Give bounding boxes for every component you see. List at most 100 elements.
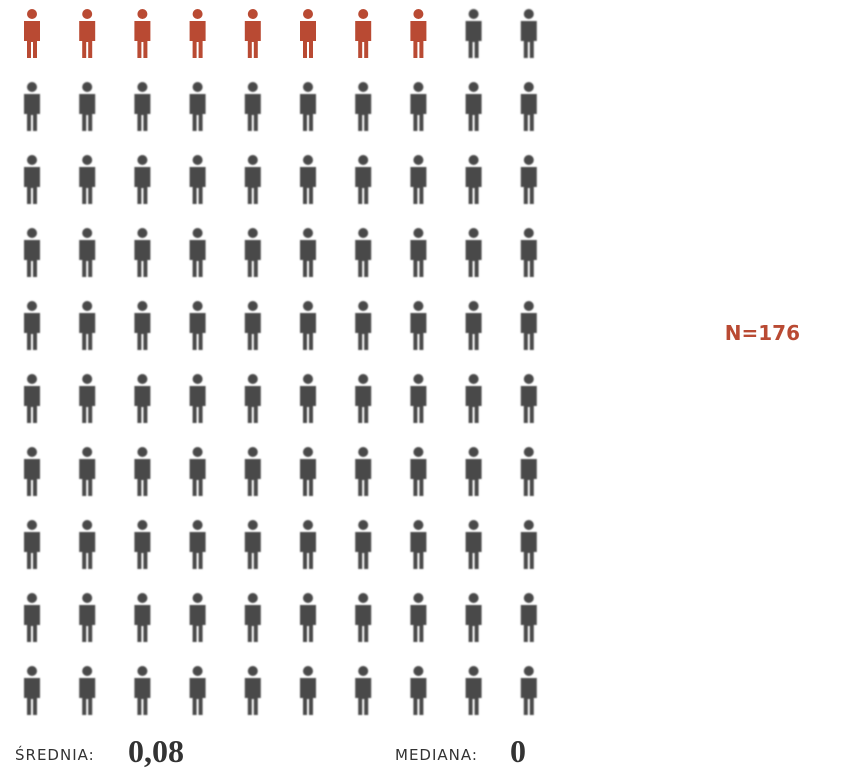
person bbox=[465, 593, 482, 642]
person bbox=[244, 374, 261, 423]
person bbox=[520, 228, 537, 277]
person bbox=[520, 447, 537, 496]
person bbox=[355, 82, 372, 131]
person bbox=[410, 593, 427, 642]
highlighted-person bbox=[355, 9, 372, 58]
person bbox=[244, 520, 261, 569]
person bbox=[24, 666, 40, 715]
person bbox=[24, 520, 40, 569]
person bbox=[134, 155, 151, 204]
person bbox=[520, 374, 537, 423]
person bbox=[300, 82, 316, 131]
person bbox=[410, 666, 427, 715]
person bbox=[134, 82, 151, 131]
person bbox=[410, 228, 427, 277]
person bbox=[355, 593, 372, 642]
person bbox=[520, 593, 537, 642]
person bbox=[520, 301, 537, 350]
person bbox=[79, 301, 96, 350]
person bbox=[355, 228, 372, 277]
person bbox=[189, 593, 206, 642]
highlighted-person bbox=[300, 9, 316, 58]
person bbox=[520, 82, 537, 131]
person bbox=[244, 155, 261, 204]
person bbox=[24, 301, 40, 350]
person bbox=[79, 155, 96, 204]
person bbox=[79, 593, 96, 642]
person bbox=[244, 82, 261, 131]
person bbox=[300, 447, 316, 496]
person bbox=[465, 374, 482, 423]
person bbox=[355, 520, 372, 569]
person bbox=[79, 447, 96, 496]
highlighted-person bbox=[189, 9, 206, 58]
person bbox=[24, 228, 40, 277]
sample-size: N=176 bbox=[725, 321, 800, 345]
person bbox=[355, 301, 372, 350]
person bbox=[244, 593, 261, 642]
pictogram bbox=[24, 9, 537, 715]
person bbox=[189, 374, 206, 423]
person bbox=[134, 520, 151, 569]
person bbox=[189, 447, 206, 496]
person bbox=[465, 520, 482, 569]
person bbox=[300, 374, 316, 423]
highlighted-person bbox=[79, 9, 96, 58]
stat-value: 0 bbox=[510, 733, 526, 769]
person bbox=[134, 301, 151, 350]
person bbox=[79, 82, 96, 131]
person bbox=[465, 301, 482, 350]
person bbox=[24, 593, 40, 642]
person bbox=[244, 447, 261, 496]
person bbox=[244, 666, 261, 715]
person bbox=[355, 374, 372, 423]
person bbox=[465, 82, 482, 131]
person bbox=[410, 447, 427, 496]
person bbox=[410, 301, 427, 350]
person bbox=[465, 228, 482, 277]
stat-value: 0,08 bbox=[128, 733, 184, 769]
stat-label: ŚREDNIA: bbox=[15, 745, 95, 764]
highlighted-person bbox=[134, 9, 151, 58]
person bbox=[410, 155, 427, 204]
person bbox=[300, 666, 316, 715]
person bbox=[134, 228, 151, 277]
person bbox=[410, 374, 427, 423]
person bbox=[189, 82, 206, 131]
person bbox=[24, 447, 40, 496]
person bbox=[520, 155, 537, 204]
person bbox=[410, 82, 427, 131]
person bbox=[300, 155, 316, 204]
person bbox=[134, 593, 151, 642]
person bbox=[24, 82, 40, 131]
person bbox=[24, 374, 40, 423]
highlighted-person bbox=[24, 9, 40, 58]
person bbox=[134, 374, 151, 423]
highlighted-person bbox=[244, 9, 261, 58]
person bbox=[465, 155, 482, 204]
person bbox=[300, 593, 316, 642]
person bbox=[520, 520, 537, 569]
person bbox=[465, 9, 482, 58]
person bbox=[520, 9, 537, 58]
person bbox=[300, 520, 316, 569]
person bbox=[189, 301, 206, 350]
person bbox=[189, 228, 206, 277]
highlighted-person bbox=[410, 9, 427, 58]
person bbox=[520, 666, 537, 715]
person bbox=[355, 447, 372, 496]
person bbox=[134, 447, 151, 496]
person bbox=[79, 666, 96, 715]
stat-label: MEDIANA: bbox=[395, 746, 478, 764]
person bbox=[79, 520, 96, 569]
person bbox=[24, 155, 40, 204]
person bbox=[355, 666, 372, 715]
person bbox=[189, 155, 206, 204]
person bbox=[189, 520, 206, 569]
person bbox=[410, 520, 427, 569]
person bbox=[300, 228, 316, 277]
person bbox=[465, 447, 482, 496]
person bbox=[300, 301, 316, 350]
